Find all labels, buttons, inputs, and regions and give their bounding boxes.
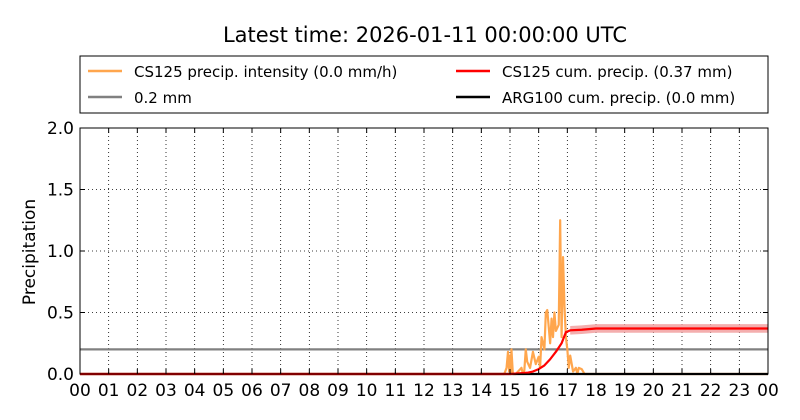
x-tick-label: 20 — [643, 381, 665, 401]
x-tick-label: 14 — [471, 381, 493, 401]
x-tick-label: 00 — [757, 381, 779, 401]
legend-label-arg100: ARG100 cum. precip. (0.0 mm) — [502, 89, 735, 107]
x-tick-label: 09 — [327, 381, 349, 401]
chart-title: Latest time: 2026-01-11 00:00:00 UTC — [223, 23, 627, 47]
x-tick-label: 00 — [69, 381, 91, 401]
series-layer — [80, 219, 768, 376]
x-tick-label: 07 — [270, 381, 292, 401]
legend-label-intensity: CS125 precip. intensity (0.0 mm/h) — [134, 63, 397, 81]
x-tick-label: 23 — [729, 381, 751, 401]
x-tick-label: 21 — [671, 381, 693, 401]
y-tick-label: 0.0 — [47, 365, 74, 385]
x-tick-label: 12 — [413, 381, 435, 401]
x-tick-label: 10 — [356, 381, 378, 401]
x-tick-label: 22 — [700, 381, 722, 401]
x-tick-label: 19 — [614, 381, 636, 401]
x-tick-label: 18 — [585, 381, 607, 401]
x-tick-label: 06 — [241, 381, 263, 401]
y-tick-label: 1.5 — [47, 181, 74, 201]
legend: CS125 precip. intensity (0.0 mm/h) CS125… — [79, 55, 769, 114]
y-tick-label: 0.5 — [47, 304, 74, 324]
tick-layer: 00 01 02 03 04 05 06 07 08 09 10 11 12 13 14 15 16 17 18 19… — [47, 119, 779, 401]
y-axis-label: Precipitation — [20, 199, 40, 305]
grid — [80, 128, 768, 374]
series-cs125-cum-line — [80, 327, 768, 376]
x-tick-label: 01 — [98, 381, 120, 401]
x-tick-label: 16 — [528, 381, 550, 401]
x-tick-label: 04 — [184, 381, 206, 401]
legend-frame — [79, 55, 769, 114]
x-tick-label: 15 — [499, 381, 521, 401]
x-tick-label: 03 — [155, 381, 177, 401]
x-tick-label: 05 — [213, 381, 235, 401]
legend-label-threshold: 0.2 mm — [134, 89, 192, 107]
x-tick-label: 17 — [557, 381, 579, 401]
x-tick-label: 02 — [127, 381, 149, 401]
y-tick-label: 1.0 — [47, 242, 74, 262]
legend-label-cs125-cum: CS125 cum. precip. (0.37 mm) — [502, 63, 732, 81]
x-tick-label: 13 — [442, 381, 464, 401]
x-tick-label: 11 — [385, 381, 407, 401]
x-tick-label: 08 — [299, 381, 321, 401]
y-tick-label: 2.0 — [47, 119, 74, 139]
series-intensity-line — [80, 219, 768, 376]
